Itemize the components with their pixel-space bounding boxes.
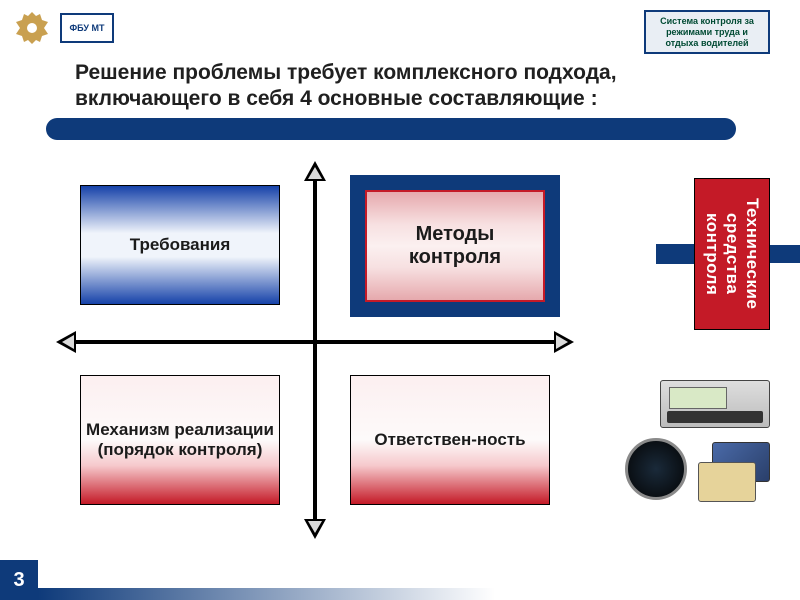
system-badge: Система контроля за режимами труда и отд… [644, 10, 770, 54]
technical-means-box: Технические средства контроля [694, 178, 770, 330]
gauge-icon [625, 438, 687, 500]
arrow-left-icon [56, 331, 76, 353]
page-title: Решение проблемы требует комплексного по… [75, 60, 705, 113]
title-underline-bar [46, 118, 736, 140]
org-logo-text: ФБУ МТ [69, 23, 104, 33]
arrow-up-icon [304, 161, 326, 181]
side-connector-bar [656, 244, 694, 264]
arrow-down-icon [304, 519, 326, 539]
axis-vertical [313, 165, 317, 535]
side-box-label: Технические средства контроля [702, 179, 762, 329]
quadrant-requirements: Требования [80, 185, 280, 305]
quadrant-label: Методы контроля [367, 223, 543, 269]
quadrant-mechanism: Механизм реализации (порядок контроля) [80, 375, 280, 505]
device-illustrations [615, 380, 770, 510]
page-number: 3 [0, 560, 38, 600]
quadrant-diagram: Требования Методы контроля Механизм реал… [60, 165, 570, 535]
quadrant-label: Требования [130, 235, 231, 255]
quadrant-methods-frame: Методы контроля [350, 175, 560, 317]
side-arrow-out-icon [770, 245, 800, 263]
org-logo-icon: ФБУ МТ [60, 13, 114, 43]
quadrant-methods: Методы контроля [365, 190, 545, 302]
quadrant-label: Механизм реализации (порядок контроля) [81, 420, 279, 460]
quadrant-responsibility: Ответствен-ность [350, 375, 550, 505]
header-logos: ФБУ МТ [12, 8, 114, 48]
arrow-right-icon [554, 331, 574, 353]
quadrant-label: Ответствен-ность [374, 430, 525, 450]
tachograph-icon [660, 380, 770, 428]
id-card-tan-icon [698, 462, 756, 502]
eagle-emblem-icon [12, 8, 52, 48]
footer-gradient [38, 588, 800, 600]
